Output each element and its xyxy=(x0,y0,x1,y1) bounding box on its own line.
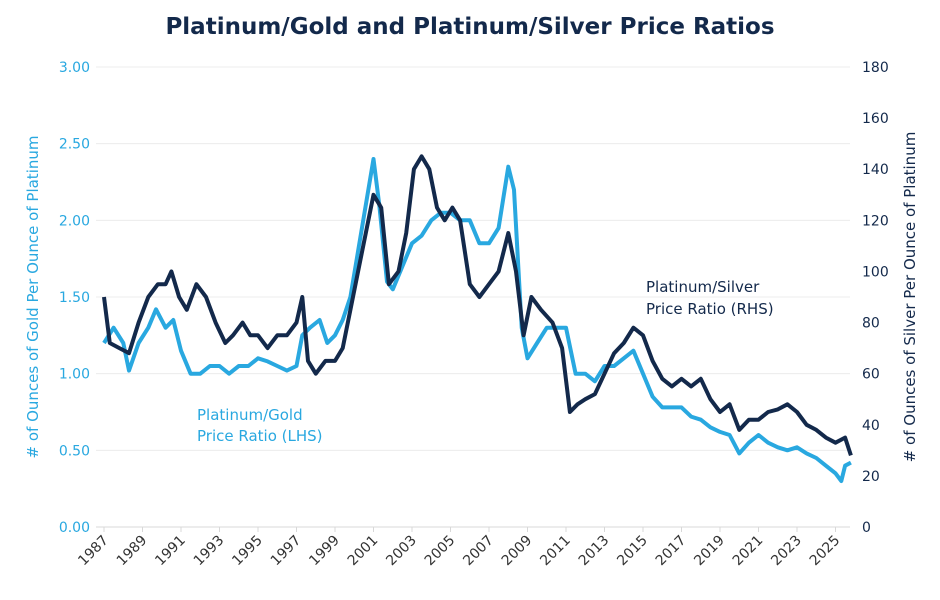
series-pt-silver-line xyxy=(102,154,853,457)
annotation-pt-silver-line1: Platinum/Silver xyxy=(646,278,760,296)
y-right-tick-label: 80 xyxy=(862,316,880,332)
y-right-tick-label: 100 xyxy=(862,264,889,280)
x-tick-label: 2025 xyxy=(807,533,844,570)
y-left-tick-label: 3.00 xyxy=(59,60,90,76)
x-tick-label: 1991 xyxy=(152,533,189,570)
y-right-tick-label: 20 xyxy=(862,469,880,485)
annotation-pt-gold-line1: Platinum/Gold xyxy=(197,406,303,424)
x-tick-label: 1999 xyxy=(306,533,343,570)
y-right-tick-label: 60 xyxy=(862,367,880,383)
y-axis-left-label: # of Ounces of Gold Per Ounce of Platinu… xyxy=(24,136,42,459)
y-left-tick-label: 1.50 xyxy=(59,290,90,306)
x-tick-label: 2015 xyxy=(614,533,651,570)
y-right-tick-label: 0 xyxy=(862,520,871,536)
annotation-pt-gold-line2: Price Ratio (LHS) xyxy=(197,427,323,445)
x-tick-label: 2005 xyxy=(422,533,459,570)
x-tick-label: 2013 xyxy=(576,533,613,570)
x-tick-label: 2021 xyxy=(730,533,767,570)
chart-title: Platinum/Gold and Platinum/Silver Price … xyxy=(165,14,775,40)
x-tick-label: 1995 xyxy=(229,533,266,570)
y-left-tick-label: 0.50 xyxy=(59,443,90,459)
y-right-tick-label: 40 xyxy=(862,418,880,434)
x-tick-label: 2023 xyxy=(768,533,805,570)
x-tick-label: 2001 xyxy=(345,533,382,570)
y-right-tick-label: 120 xyxy=(862,213,889,229)
x-tick-label: 2009 xyxy=(499,533,536,570)
y-left-tick-label: 2.50 xyxy=(59,137,90,153)
annotation-pt-silver-line2: Price Ratio (RHS) xyxy=(646,300,774,318)
y-axis-right-label: # of Ounces of Silver Per Ounce of Plati… xyxy=(901,132,919,463)
y-left-tick-label: 2.00 xyxy=(59,213,90,229)
y-right-tick-label: 160 xyxy=(862,111,889,127)
x-tick-label: 1989 xyxy=(114,533,151,570)
y-right-tick-label: 180 xyxy=(862,60,889,76)
series-pt-gold-line xyxy=(102,157,852,483)
y-left-tick-label: 1.00 xyxy=(59,367,90,383)
x-tick-label: 2007 xyxy=(460,533,497,570)
x-tick-label: 1997 xyxy=(268,533,305,570)
x-tick-label: 1987 xyxy=(75,533,112,570)
y-left-tick-label: 0.00 xyxy=(59,520,90,536)
x-tick-label: 2019 xyxy=(691,533,728,570)
x-tick-label: 2011 xyxy=(537,533,574,570)
y-right-tick-label: 140 xyxy=(862,162,889,178)
x-tick-label: 2017 xyxy=(653,533,690,570)
x-tick-label: 2003 xyxy=(383,533,420,570)
x-tick-label: 1993 xyxy=(191,533,228,570)
